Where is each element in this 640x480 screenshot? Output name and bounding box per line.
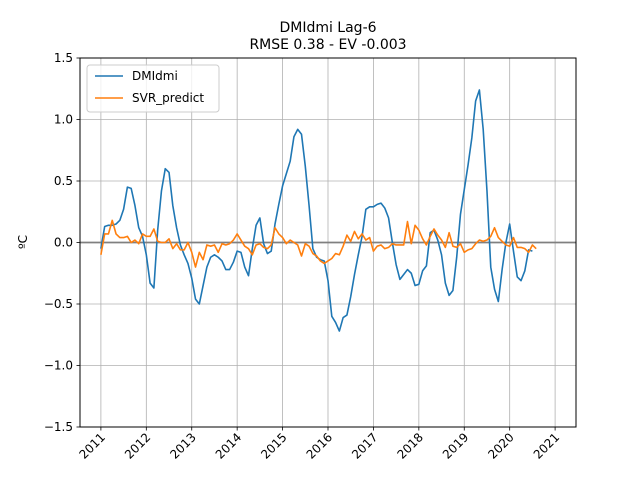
y-tick-label: 0.0 [54, 236, 73, 250]
legend: DMIdmi SVR_predict [86, 64, 220, 113]
chart-subtitle: RMSE 0.38 - EV -0.003 [249, 37, 406, 53]
y-tick-label: −0.5 [44, 297, 73, 311]
y-tick-label: 0.5 [54, 174, 73, 188]
y-axis-label: ºC [16, 235, 30, 249]
y-tick-label: 1.5 [54, 51, 73, 65]
series-line-svr-predict [100, 219, 537, 268]
y-tick-label: 1.0 [54, 113, 73, 127]
y-tick-label: −1.0 [44, 359, 73, 373]
series-group [100, 89, 537, 332]
y-tick-label: −1.5 [44, 420, 73, 434]
legend-label-dmidmi: DMIdmi [132, 69, 178, 83]
chart-title: DMIdmi Lag-6 [279, 20, 376, 36]
legend-label-svr-predict: SVR_predict [132, 91, 204, 105]
